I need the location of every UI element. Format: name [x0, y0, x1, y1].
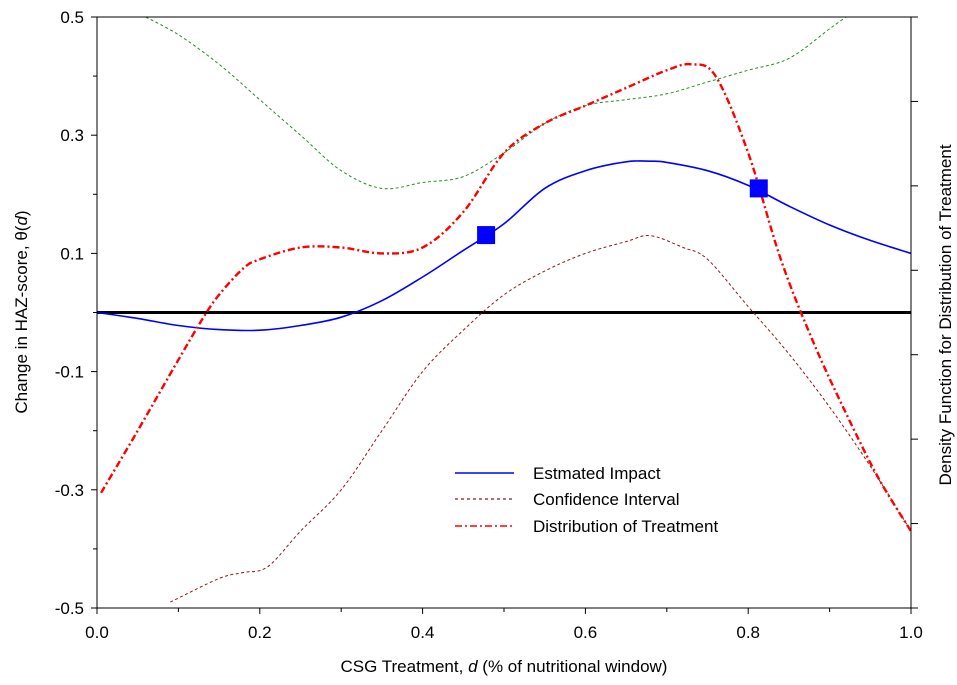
impact-marker: [477, 226, 496, 245]
x-axis-title: CSG Treatment, d (% of nutritional windo…: [341, 657, 668, 676]
series-line-ci-lower: [170, 235, 911, 603]
legend: Estmated Impact Confidence Interval Dist…: [455, 464, 718, 536]
x-tick-label: 0.8: [736, 623, 760, 642]
y-tick-label: -0.1: [55, 363, 84, 382]
y-tick-label: 0.5: [60, 8, 84, 27]
y2-axis: [911, 16, 918, 609]
y-tick-label: 0.3: [60, 126, 84, 145]
x-tick-label: 1.0: [899, 623, 923, 642]
x-tick-label: 0.6: [574, 623, 598, 642]
y-tick-label: 0.1: [60, 244, 84, 263]
y2-axis-title: Density Function for Distribution of Tre…: [936, 144, 955, 485]
x-tick-label: 0.2: [248, 623, 272, 642]
series-line-ci-upper: [145, 17, 847, 190]
impact-marker: [749, 179, 768, 198]
plot-lines: [97, 17, 911, 603]
x-tick-label: 0.0: [85, 623, 109, 642]
series-line-distribution: [100, 62, 911, 532]
legend-label-distribution: Distribution of Treatment: [533, 517, 718, 536]
y-axis-title: Change in HAZ-score, θ(d): [12, 210, 31, 413]
legend-label-ci: Confidence Interval: [533, 490, 679, 509]
y-tick-label: -0.3: [55, 481, 84, 500]
x-axis: 0.0 0.2 0.4 0.6 0.8 1.0: [85, 608, 923, 642]
series-line-estimated-impact: [97, 160, 911, 332]
y-axis: -0.5 -0.3 -0.1 0.1 0.3 0.5: [55, 8, 97, 618]
y-tick-label: -0.5: [55, 599, 84, 618]
x-tick-label: 0.4: [411, 623, 435, 642]
legend-label-impact: Estmated Impact: [533, 464, 661, 483]
